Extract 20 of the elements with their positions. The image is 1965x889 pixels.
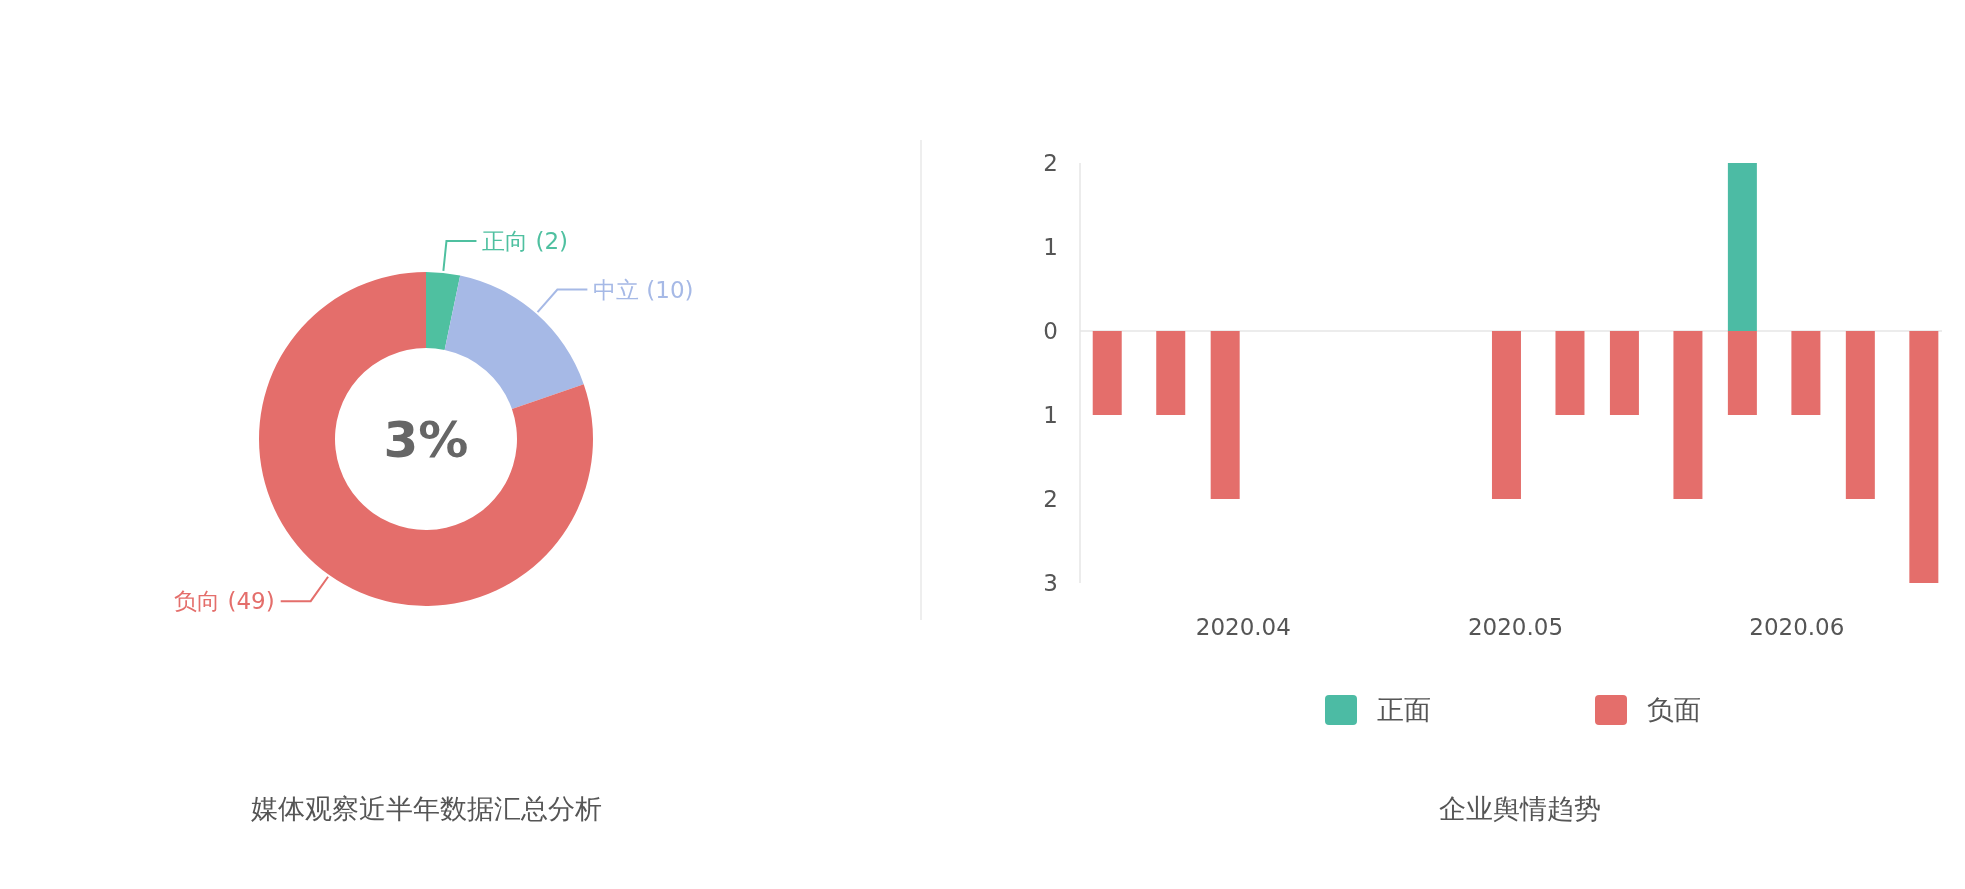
data-label: (10) xyxy=(646,276,694,303)
y-tick-label: 1 xyxy=(1043,234,1058,260)
x-tick-label: 2020.05 xyxy=(1467,614,1564,640)
y-tick-label: 2 xyxy=(1043,486,1058,512)
data-label: (49) xyxy=(227,588,275,615)
y-tick-label: 0 xyxy=(1043,318,1058,344)
y-tick-label: 2 xyxy=(1043,150,1058,176)
y-tick-label: 1 xyxy=(1043,402,1058,428)
legend-label: 正面 xyxy=(1377,694,1431,725)
text: 3% xyxy=(383,411,469,469)
slice-label: 中立 xyxy=(593,276,640,303)
x-tick-label: 2020.04 xyxy=(1195,614,1291,640)
legend-label: 负面 xyxy=(1647,694,1701,725)
text: 媒体观察近半年数据汇总分析 xyxy=(250,793,602,824)
x-tick-label: 2020.06 xyxy=(1749,614,1845,640)
y-tick-label: 3 xyxy=(1043,570,1058,596)
slice-label: 正向 xyxy=(482,228,529,255)
data-label: (2) xyxy=(535,228,569,255)
slice-label: 负向 xyxy=(174,588,221,615)
text: 企业舆情趋势 xyxy=(1439,793,1601,824)
